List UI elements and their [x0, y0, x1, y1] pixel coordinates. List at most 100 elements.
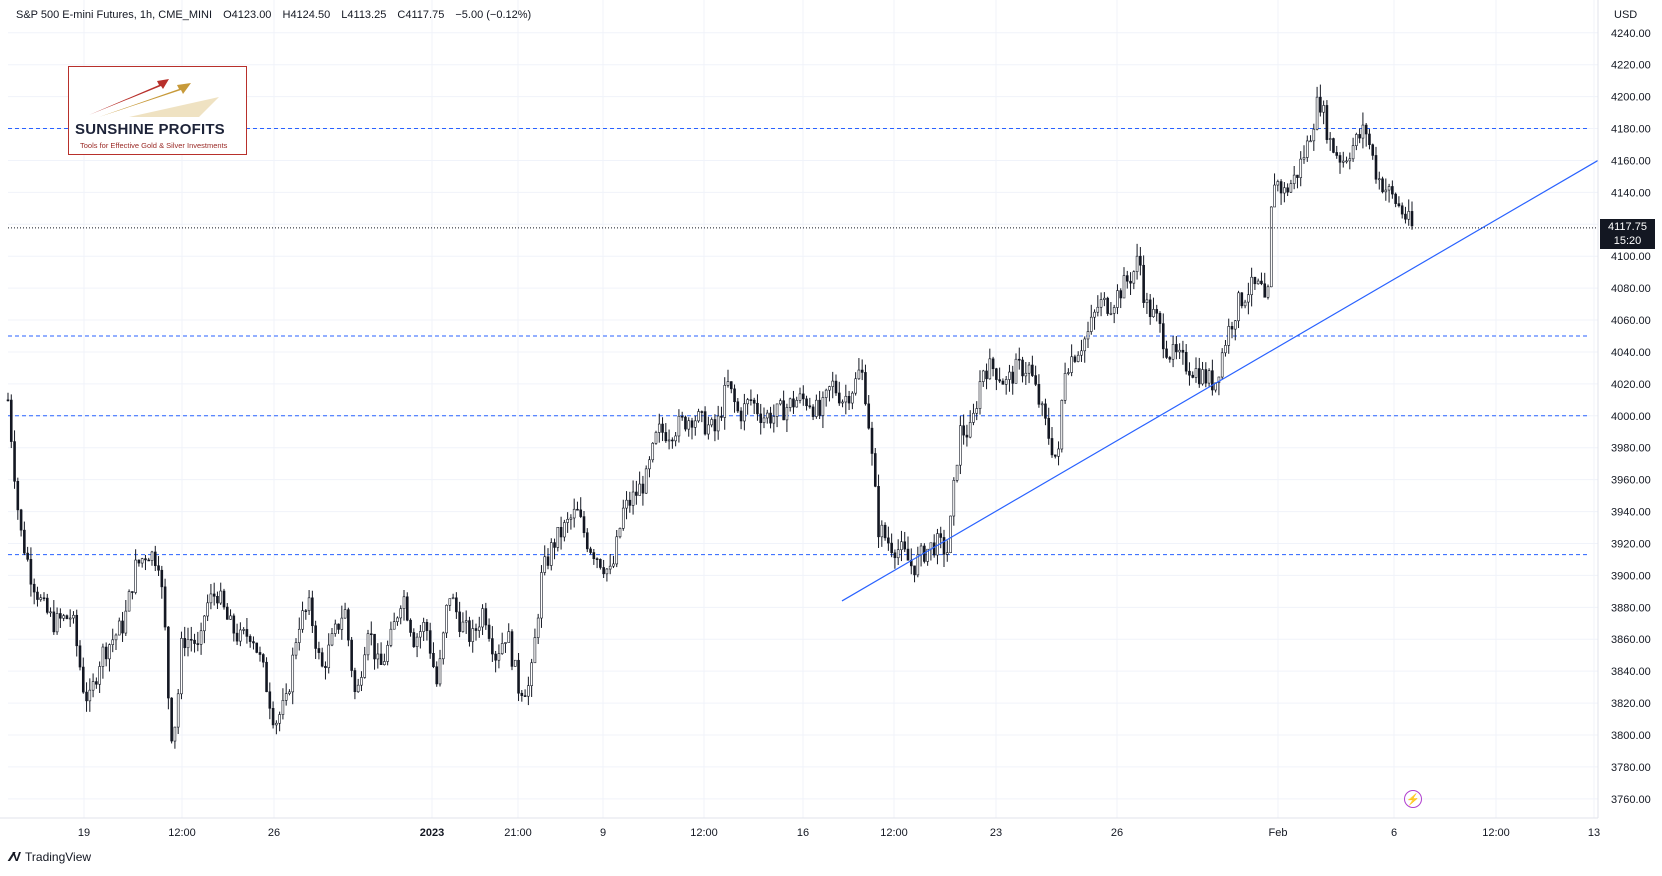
candle-body [222, 590, 226, 608]
candle-body [49, 611, 52, 614]
time-axis: 19 12:00 26 2023 21:00 9 12:00 16 12:00 23 26 Feb 6 1… [78, 827, 1600, 839]
candle-body [438, 658, 442, 685]
candle-body [566, 518, 569, 523]
lightning-icon[interactable]: ⚡ [1404, 790, 1422, 808]
candle-body [1142, 264, 1145, 303]
candle-body [196, 643, 200, 645]
candle-body [284, 693, 288, 701]
candle-body [1266, 286, 1270, 298]
candle-body [540, 572, 543, 619]
candle-body [556, 526, 560, 548]
open-value: O4123.00 [223, 9, 272, 21]
candle-body [896, 549, 900, 559]
candle-body [690, 420, 694, 428]
candle-body [851, 392, 854, 404]
candle-body [124, 610, 128, 634]
candle-body [294, 642, 298, 656]
candle-body [1076, 354, 1080, 362]
candle-body [147, 559, 151, 562]
candle-body [507, 631, 511, 643]
candle-body [1116, 290, 1119, 308]
logo-tagline: Tools for Effective Gold & Silver Invest… [80, 141, 228, 150]
candle-body [383, 661, 386, 665]
candle-body [945, 552, 949, 555]
candle-body [415, 636, 419, 647]
candle-body [481, 608, 484, 628]
candle-body [1073, 356, 1077, 362]
candle-body [720, 415, 723, 418]
candle-body [968, 422, 972, 438]
candle-body [72, 614, 75, 619]
candle-body [189, 638, 193, 641]
candle-body [281, 700, 285, 715]
candle-body [1263, 283, 1267, 298]
candle-body [1247, 294, 1250, 303]
candle-body [448, 598, 452, 606]
candle-body [801, 393, 805, 400]
candle-body [661, 423, 664, 433]
last-price-tag: 4117.75 15:20 [1600, 219, 1655, 249]
candle-body [324, 665, 327, 669]
candle-body [376, 653, 380, 660]
candle-body [1387, 186, 1391, 191]
candle-body [252, 641, 255, 644]
candle-body [1292, 174, 1296, 184]
candle-body [477, 626, 481, 631]
candle-body [1312, 128, 1316, 142]
candle-body [494, 653, 497, 661]
tradingview-footer[interactable]: ⁄⁄V TradingView [10, 849, 91, 864]
time-tick-label: 12:00 [1482, 827, 1510, 839]
candle-body [1178, 349, 1181, 353]
candle-body [844, 395, 848, 403]
candle-body [1315, 96, 1319, 130]
candle-body [144, 558, 147, 561]
price-tick-label: 3820.00 [1611, 698, 1651, 710]
close-value: C4117.75 [397, 9, 445, 21]
candle-body [1207, 370, 1211, 384]
candle-body [811, 406, 815, 417]
candle-body [369, 633, 373, 636]
price-tick-label: 3980.00 [1611, 443, 1651, 455]
candle-body [232, 615, 236, 634]
candle-body [546, 556, 550, 566]
candle-body [435, 666, 439, 685]
low-value: L4113.25 [341, 9, 387, 21]
candle-body [1158, 312, 1162, 324]
candle-body [1099, 299, 1103, 308]
candle-body [1256, 280, 1260, 285]
candle-body [422, 622, 425, 632]
candle-body [1201, 369, 1204, 385]
candle-body [471, 628, 475, 642]
candle-body [900, 541, 903, 551]
uptrend-line [841, 159, 1599, 602]
candle-body [350, 639, 353, 671]
candle-body [815, 399, 818, 417]
candle-body [484, 608, 488, 626]
candle-body [291, 654, 295, 693]
candle-body [687, 420, 691, 430]
candle-body [854, 378, 857, 394]
candle-body [1230, 326, 1234, 330]
candle-body [1053, 454, 1057, 457]
candle-body [769, 412, 772, 424]
price-tick-label: 3860.00 [1611, 634, 1651, 646]
candle-body [68, 617, 72, 620]
candle-body [1047, 418, 1051, 439]
candle-body [1103, 297, 1106, 300]
candle-body [510, 631, 514, 667]
candle-body [1341, 160, 1345, 163]
symbol-legend[interactable]: S&P 500 E-mini Futures, 1h, CME_MINI O41… [16, 9, 539, 21]
candle-body [497, 653, 501, 661]
logo-name: SUNSHINE PROFITS [75, 121, 225, 138]
candle-body [615, 536, 619, 565]
candle-body [684, 416, 687, 430]
time-tick-label: 26 [1111, 827, 1123, 839]
time-tick-label: 19 [78, 827, 90, 839]
candle-body [425, 622, 429, 631]
candle-body [1224, 345, 1227, 354]
candle-body [1031, 364, 1034, 376]
candle-body [1371, 144, 1375, 156]
candle-body [916, 554, 920, 576]
candle-body [932, 542, 936, 556]
